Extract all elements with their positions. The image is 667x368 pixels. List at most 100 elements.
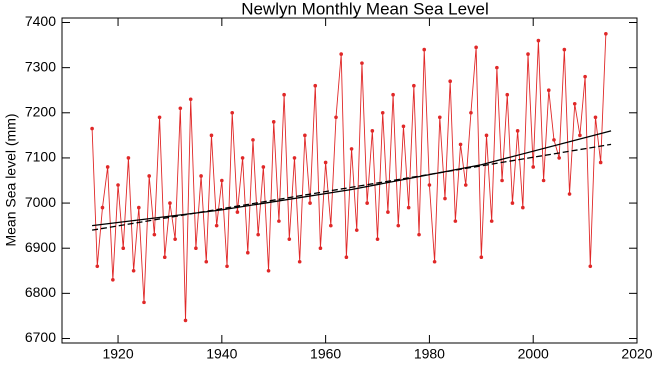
x-tick-label: 1980 (414, 346, 445, 362)
chart-title: Newlyn Monthly Mean Sea Level (241, 0, 489, 18)
y-tick-label: 7200 (25, 103, 56, 119)
data-point (256, 232, 260, 237)
data-point (235, 210, 240, 214)
data-point (230, 110, 235, 115)
data-point (360, 61, 364, 65)
data-point (178, 106, 183, 111)
data-point (567, 192, 572, 196)
data-point (209, 133, 214, 138)
data-point (225, 264, 229, 269)
data-point (142, 300, 146, 305)
data-point (505, 92, 510, 97)
data-point (318, 246, 323, 251)
data-point (100, 205, 105, 210)
data-point (578, 133, 582, 138)
data-point (204, 259, 209, 264)
data-point (458, 142, 463, 147)
data-point (572, 101, 577, 106)
data-point (401, 124, 406, 129)
data-point (463, 183, 468, 187)
data-point (521, 205, 525, 210)
data-point (111, 278, 115, 282)
data-point (137, 205, 141, 210)
data-point (344, 255, 349, 260)
data-point (515, 129, 520, 133)
data-point (277, 219, 281, 223)
data-point (469, 110, 473, 115)
x-tick-label: 1960 (310, 346, 341, 362)
x-tick-label: 1940 (206, 346, 237, 362)
data-point (188, 97, 193, 102)
data-point (251, 138, 255, 142)
data-point (443, 196, 447, 201)
data-point (162, 255, 167, 260)
data-point (437, 115, 442, 120)
y-tick-label: 7000 (25, 194, 56, 210)
data-point (261, 165, 266, 169)
data-point (453, 219, 458, 223)
data-point (396, 223, 401, 228)
data-point (546, 88, 551, 93)
y-tick-label: 6700 (25, 329, 56, 345)
y-tick-label: 7300 (25, 58, 56, 74)
data-point (121, 246, 126, 251)
data-point (220, 178, 224, 183)
data-point (448, 79, 452, 83)
data-point (531, 165, 536, 169)
data-point (116, 183, 120, 187)
data-point (339, 52, 343, 56)
data-point (370, 129, 375, 133)
data-point (386, 210, 390, 214)
data-point (152, 232, 157, 237)
data-point (157, 115, 162, 120)
data-point (334, 115, 338, 120)
y-axis-label: Mean Sea level (mm) (3, 113, 19, 246)
x-tick-label: 2020 (621, 346, 652, 362)
data-point (282, 92, 286, 97)
data-point (406, 205, 411, 210)
series-line (91, 143, 612, 231)
data-point (417, 232, 421, 237)
data-point (287, 237, 292, 241)
data-point (412, 83, 416, 88)
x-tick-label: 2000 (518, 346, 549, 362)
data-point (427, 183, 432, 187)
data-point (380, 110, 385, 115)
data-point (489, 219, 494, 223)
data-point (562, 47, 567, 52)
data-point (557, 156, 561, 160)
series-line (92, 130, 612, 227)
data-point (375, 237, 380, 241)
data-point (588, 264, 593, 269)
data-point (526, 52, 530, 56)
data-point (536, 38, 541, 43)
data-point (199, 174, 203, 178)
data-point (168, 201, 172, 205)
y-tick-label: 6900 (25, 239, 56, 255)
data-point (598, 160, 603, 165)
plot-frame (61, 17, 638, 344)
data-point (131, 268, 136, 273)
data-point (510, 201, 515, 205)
data-point (266, 268, 271, 273)
data-point (313, 83, 318, 88)
data-point (474, 45, 478, 50)
y-tick-label: 7100 (25, 149, 56, 165)
y-tick-label: 7400 (25, 13, 56, 29)
data-point (422, 47, 427, 52)
data-point (126, 156, 131, 160)
data-point (95, 264, 100, 269)
data-point (214, 223, 219, 228)
data-point (173, 237, 177, 241)
data-point (297, 259, 302, 264)
x-tick-label: 1920 (102, 346, 133, 362)
data-point (541, 178, 546, 183)
data-point (240, 156, 245, 160)
data-point (183, 318, 188, 323)
data-point (354, 228, 359, 232)
data-point (147, 174, 151, 178)
data-point (604, 31, 608, 36)
data-point (90, 126, 94, 131)
data-point (245, 250, 250, 255)
data-point (479, 255, 484, 260)
